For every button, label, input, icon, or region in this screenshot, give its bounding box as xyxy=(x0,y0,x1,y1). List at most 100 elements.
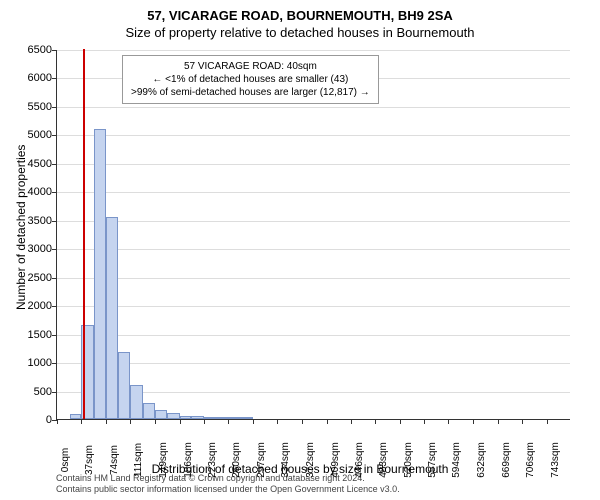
info-line: 57 VICARAGE ROAD: 40sqm xyxy=(131,60,370,73)
y-tick-label: 1000 xyxy=(12,357,52,369)
x-tick-label: 223sqm xyxy=(207,442,218,478)
grid-line xyxy=(57,249,570,250)
histogram-bar xyxy=(106,217,119,419)
x-tick-mark xyxy=(522,419,523,424)
x-tick-label: 557sqm xyxy=(427,442,438,478)
histogram-bar xyxy=(216,417,229,419)
x-tick-label: 520sqm xyxy=(403,442,414,478)
x-tick-label: 446sqm xyxy=(354,442,365,478)
grid-line xyxy=(57,107,570,108)
x-tick-label: 186sqm xyxy=(183,442,194,478)
x-tick-mark xyxy=(400,419,401,424)
histogram-bar xyxy=(228,417,241,419)
grid-line xyxy=(57,306,570,307)
grid-line xyxy=(57,221,570,222)
x-tick-label: 632sqm xyxy=(476,442,487,478)
x-tick-mark xyxy=(277,419,278,424)
x-tick-label: 74sqm xyxy=(109,445,120,475)
x-tick-label: 669sqm xyxy=(501,442,512,478)
grid-line xyxy=(57,335,570,336)
y-tick-mark xyxy=(52,392,57,393)
x-tick-mark xyxy=(253,419,254,424)
histogram-bar xyxy=(94,129,106,419)
histogram-bar xyxy=(204,417,216,419)
y-tick-label: 500 xyxy=(12,386,52,398)
x-tick-mark xyxy=(448,419,449,424)
x-tick-label: 483sqm xyxy=(378,442,389,478)
x-tick-mark xyxy=(106,419,107,424)
y-tick-mark xyxy=(52,164,57,165)
grid-line xyxy=(57,278,570,279)
x-tick-mark xyxy=(547,419,548,424)
y-tick-label: 2000 xyxy=(12,300,52,312)
x-tick-label: 297sqm xyxy=(256,442,267,478)
histogram-bar xyxy=(241,417,253,419)
x-tick-label: 706sqm xyxy=(525,442,536,478)
x-tick-mark xyxy=(375,419,376,424)
x-tick-label: 594sqm xyxy=(451,442,462,478)
y-tick-mark xyxy=(52,135,57,136)
plot-area xyxy=(56,50,570,420)
y-tick-label: 2500 xyxy=(12,272,52,284)
x-tick-mark xyxy=(473,419,474,424)
y-tick-label: 0 xyxy=(12,414,52,426)
info-line: ← <1% of detached houses are smaller (43… xyxy=(131,73,370,86)
x-tick-mark xyxy=(498,419,499,424)
footer-attribution: Contains HM Land Registry data © Crown c… xyxy=(56,473,400,496)
property-marker-line xyxy=(83,49,85,419)
x-tick-label: 149sqm xyxy=(158,442,169,478)
x-tick-label: 111sqm xyxy=(133,443,144,477)
x-tick-mark xyxy=(327,419,328,424)
y-tick-label: 6500 xyxy=(12,44,52,56)
footer-line-1: Contains HM Land Registry data © Crown c… xyxy=(56,473,400,485)
x-tick-label: 37sqm xyxy=(84,445,95,475)
y-tick-label: 1500 xyxy=(12,329,52,341)
grid-line xyxy=(57,164,570,165)
histogram-bar xyxy=(143,403,156,419)
y-tick-mark xyxy=(52,363,57,364)
grid-line xyxy=(57,50,570,51)
x-tick-label: 743sqm xyxy=(550,442,561,478)
y-tick-label: 3000 xyxy=(12,243,52,255)
x-tick-mark xyxy=(180,419,181,424)
x-tick-label: 0sqm xyxy=(60,448,71,472)
x-tick-mark xyxy=(424,419,425,424)
histogram-bar xyxy=(118,352,130,419)
grid-line xyxy=(57,192,570,193)
x-tick-label: 372sqm xyxy=(305,442,316,478)
y-tick-mark xyxy=(52,335,57,336)
y-tick-label: 4000 xyxy=(12,186,52,198)
chart-title-address: 57, VICARAGE ROAD, BOURNEMOUTH, BH9 2SA xyxy=(0,0,600,23)
histogram-bar xyxy=(70,414,82,419)
x-tick-label: 260sqm xyxy=(231,442,242,478)
y-tick-mark xyxy=(52,78,57,79)
x-tick-mark xyxy=(302,419,303,424)
y-tick-mark xyxy=(52,50,57,51)
y-tick-mark xyxy=(52,192,57,193)
x-tick-label: 334sqm xyxy=(280,442,291,478)
grid-line xyxy=(57,363,570,364)
property-info-box: 57 VICARAGE ROAD: 40sqm← <1% of detached… xyxy=(122,55,379,104)
y-tick-mark xyxy=(52,221,57,222)
footer-line-2: Contains public sector information licen… xyxy=(56,484,400,496)
y-tick-mark xyxy=(52,107,57,108)
info-line: >99% of semi-detached houses are larger … xyxy=(131,86,370,99)
chart-subtitle: Size of property relative to detached ho… xyxy=(0,23,600,40)
histogram-bar xyxy=(180,416,192,419)
y-tick-mark xyxy=(52,306,57,307)
grid-line xyxy=(57,135,570,136)
histogram-bar xyxy=(130,385,143,419)
y-tick-mark xyxy=(52,249,57,250)
x-tick-mark xyxy=(228,419,229,424)
y-tick-label: 3500 xyxy=(12,215,52,227)
y-tick-mark xyxy=(52,278,57,279)
y-tick-label: 4500 xyxy=(12,158,52,170)
histogram-bar xyxy=(191,416,204,419)
histogram-bar xyxy=(167,413,180,419)
x-tick-mark xyxy=(81,419,82,424)
histogram-bar xyxy=(155,410,167,419)
x-tick-mark xyxy=(130,419,131,424)
x-tick-mark xyxy=(351,419,352,424)
x-tick-mark xyxy=(57,419,58,424)
y-tick-label: 6000 xyxy=(12,72,52,84)
